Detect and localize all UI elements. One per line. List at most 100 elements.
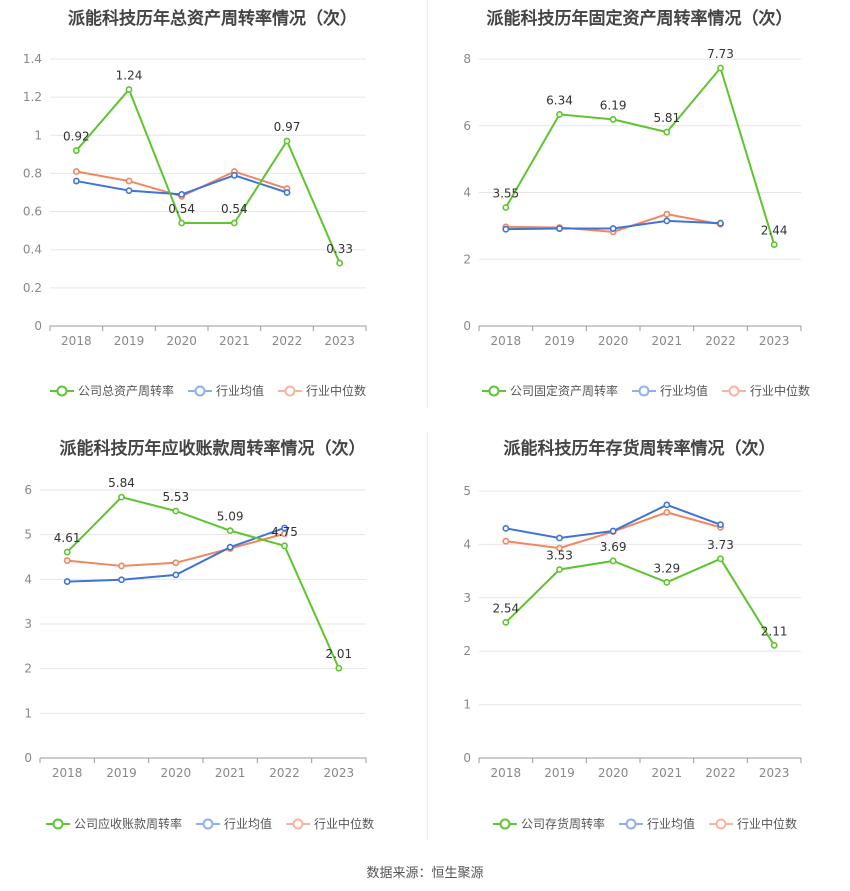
data-point-company[interactable] [283,137,291,145]
data-point-avg[interactable] [717,219,724,227]
x-tick-label: 2018 [491,334,522,348]
data-point-company[interactable] [770,641,778,649]
legend-median[interactable]: 行业中位数 [278,382,366,399]
data-point-median[interactable] [663,508,671,516]
data-point-company[interactable] [663,128,671,136]
data-point-company[interactable] [556,566,563,573]
data-point-median[interactable] [663,210,671,218]
legend-avg[interactable]: 行业均值 [188,382,264,399]
y-tick-label: 2 [463,644,471,658]
data-point-median[interactable] [125,177,133,185]
legend-avg[interactable]: 行业均值 [619,815,695,832]
data-point-avg[interactable] [663,501,671,509]
legend-company[interactable]: 公司应收账款周转率 [46,815,182,832]
chart-fixed-asset-turnover: 派能科技历年固定资产周转率情况（次） 0 2 4 6 8 2018 2019 2020 2021… [427,0,850,432]
data-point-avg[interactable] [72,177,80,185]
data-point-company[interactable] [281,542,288,550]
data-point-avg[interactable] [226,543,234,551]
data-point-company[interactable] [502,204,510,211]
vertical-divider-bottom [427,432,428,840]
data-point-median[interactable] [556,544,563,552]
data-point-company[interactable] [230,219,238,227]
data-point-company[interactable] [178,219,186,227]
data-point-avg[interactable] [230,171,238,179]
data-point-company[interactable] [609,116,617,123]
chart-legend: 公司固定资产周转率 行业均值 行业中位数 [482,382,824,399]
legend-company-label: 公司总资产周转率 [78,384,175,398]
data-point-median[interactable] [172,559,180,567]
legend-company[interactable]: 公司存货周转率 [493,815,605,832]
chart-legend: 公司存货周转率 行业均值 行业中位数 [493,815,811,832]
data-point-company[interactable] [663,578,671,586]
data-point-avg[interactable] [118,576,125,584]
data-point-avg[interactable] [609,225,617,232]
data-label: 3.29 [653,561,680,575]
data-label: 3.55 [492,187,519,201]
legend-company[interactable]: 公司总资产周转率 [50,382,174,399]
data-point-median[interactable] [118,562,125,570]
legend-avg[interactable]: 行业均值 [196,815,272,832]
data-point-avg[interactable] [281,524,288,532]
legend-median[interactable]: 行业中位数 [709,815,797,832]
data-point-avg[interactable] [172,571,180,579]
legend-company[interactable]: 公司固定资产周转率 [482,382,618,399]
data-point-company[interactable] [226,527,234,535]
data-point-company[interactable] [502,618,510,626]
data-point-avg[interactable] [609,527,617,535]
y-tick-label: 6 [24,483,32,497]
x-tick-label: 2020 [166,334,197,348]
data-point-company[interactable] [336,259,344,267]
data-point-median[interactable] [502,537,510,545]
data-point-company[interactable] [717,555,724,563]
legend-company-marker [46,818,70,829]
legend-median-marker [278,385,303,396]
x-tick-label: 2023 [324,766,355,780]
x-tick-label: 2022 [705,334,736,348]
data-label: 0.92 [63,130,90,144]
data-point-company[interactable] [63,548,71,556]
legend-avg-label: 行业均值 [647,817,696,831]
data-label: 3.53 [546,548,573,562]
data-point-avg[interactable] [178,191,186,198]
data-point-median[interactable] [63,557,71,564]
data-point-avg[interactable] [125,187,133,194]
data-point-company[interactable] [172,507,180,515]
data-point-company[interactable] [118,493,125,501]
data-point-avg[interactable] [556,534,563,542]
legend-avg[interactable]: 行业均值 [632,382,708,399]
data-point-avg[interactable] [663,217,671,225]
y-tick-label: 6 [463,119,471,133]
data-point-company[interactable] [335,664,343,672]
data-point-avg[interactable] [502,524,510,532]
y-tick-label: 1 [24,706,32,720]
data-label: 2.44 [761,224,788,238]
data-label: 5.84 [108,476,135,490]
data-point-avg[interactable] [283,189,291,196]
data-point-avg[interactable] [502,225,510,233]
data-point-company[interactable] [72,147,80,154]
legend-median[interactable]: 行业中位数 [722,382,810,399]
series-line-company [66,496,340,669]
data-point-company[interactable] [609,557,617,565]
y-tick-label: 0.6 [23,205,42,219]
legend-median[interactable]: 行业中位数 [286,815,374,832]
data-point-company[interactable] [770,241,778,248]
y-tick-label: 1.4 [23,52,42,66]
data-point-median[interactable] [72,168,80,175]
chart-inventory-turnover: 派能科技历年存货周转率情况（次） 0 1 2 3 4 5 2018 2019 2020 2021 2… [427,432,850,864]
data-point-company[interactable] [556,111,563,118]
y-tick-label: 2 [463,252,471,266]
data-point-avg[interactable] [63,578,71,585]
data-point-company[interactable] [717,64,724,72]
y-tick-label: 3 [463,591,471,605]
data-label: 0.33 [326,242,353,256]
data-label: 2.11 [761,624,788,638]
x-tick-label: 2018 [491,766,522,780]
data-label: 4.75 [271,525,298,539]
legend-company-label: 公司应收账款周转率 [74,817,183,831]
x-tick-label: 2019 [544,766,575,780]
data-point-avg[interactable] [717,521,724,529]
data-point-company[interactable] [125,86,133,93]
data-label: 0.54 [221,202,248,216]
data-point-avg[interactable] [556,225,563,232]
